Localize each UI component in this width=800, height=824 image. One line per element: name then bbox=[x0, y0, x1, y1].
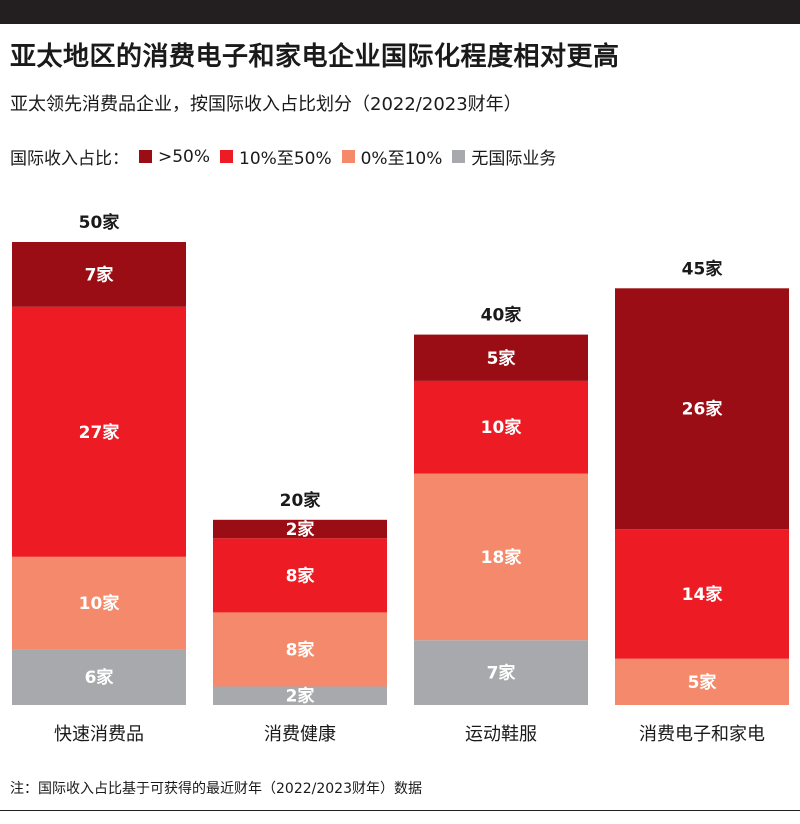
legend-item-label: 无国际业务 bbox=[471, 149, 557, 169]
legend-swatch bbox=[139, 150, 152, 163]
bar-value-label: 2家 bbox=[286, 686, 315, 707]
chart-title: 亚太地区的消费电子和家电企业国际化程度相对更高 bbox=[10, 42, 620, 72]
bar-segment bbox=[213, 519, 387, 539]
bar-value-label: 2家 bbox=[286, 519, 315, 540]
bar-value-label: 10家 bbox=[79, 593, 120, 614]
chart-subtitle: 亚太领先消费品企业，按国际收入占比划分（2022/2023财年） bbox=[10, 94, 522, 115]
category-label: 消费电子和家电 bbox=[639, 724, 765, 745]
legend-item-0-to-10: 0%至10% bbox=[341, 144, 443, 169]
bar-total-label: 45家 bbox=[682, 258, 723, 279]
bottom-rule bbox=[0, 810, 800, 811]
bar-value-label: 5家 bbox=[688, 672, 717, 693]
top-bar bbox=[0, 0, 800, 24]
legend-item-label: 0%至10% bbox=[360, 149, 443, 169]
bar-segment bbox=[414, 380, 588, 474]
bar-segment bbox=[615, 529, 789, 659]
legend-item-label: 10%至50% bbox=[239, 149, 332, 169]
legend: 国际收入占比： >50% 10%至50% 0%至10% 无国际业务 bbox=[10, 144, 556, 170]
bar-value-label: 5家 bbox=[487, 348, 516, 369]
legend-swatch bbox=[220, 150, 234, 163]
bar-segment bbox=[213, 612, 387, 687]
legend-item-10-to-50: 10%至50% bbox=[220, 144, 332, 169]
category-label: 快速消费品 bbox=[54, 724, 144, 745]
bar-segment bbox=[12, 649, 186, 705]
bar-value-label: 18家 bbox=[481, 547, 522, 568]
legend-label: 国际收入占比： bbox=[10, 149, 129, 169]
footnote: 注：国际收入占比基于可获得的最近财年（2022/2023财年）数据 bbox=[10, 781, 422, 797]
bar-segment bbox=[615, 658, 789, 705]
bar-total-label: 40家 bbox=[481, 305, 522, 326]
bar-value-label: 6家 bbox=[85, 667, 114, 688]
legend-swatch bbox=[341, 150, 355, 163]
legend-item-over-50: >50% bbox=[139, 147, 210, 167]
bar-value-label: 10家 bbox=[481, 417, 522, 438]
category-label: 运动鞋服 bbox=[465, 724, 537, 745]
bar-segment bbox=[615, 288, 789, 530]
bar-total-label: 50家 bbox=[79, 212, 120, 233]
bar-value-label: 7家 bbox=[487, 663, 516, 684]
bar-segment bbox=[12, 242, 186, 307]
bar-value-label: 7家 bbox=[85, 264, 114, 285]
bar-value-label: 14家 bbox=[682, 584, 723, 605]
bar-segment bbox=[12, 556, 186, 650]
bar-value-label: 8家 bbox=[286, 639, 315, 660]
bar-value-label: 27家 bbox=[79, 422, 120, 443]
bar-value-label: 8家 bbox=[286, 565, 315, 586]
bar-total-label: 20家 bbox=[280, 490, 321, 511]
bar-segment bbox=[414, 473, 588, 641]
legend-item-none: 无国际业务 bbox=[452, 144, 556, 169]
bar-segment bbox=[213, 686, 387, 705]
legend-item-label: >50% bbox=[158, 146, 211, 167]
bar-segment bbox=[12, 306, 186, 557]
legend-swatch bbox=[452, 150, 466, 163]
category-label: 消费健康 bbox=[264, 724, 336, 745]
bar-segment bbox=[213, 538, 387, 613]
bar-segment bbox=[414, 334, 588, 381]
bar-segment bbox=[414, 640, 588, 705]
bar-value-label: 26家 bbox=[682, 399, 723, 420]
